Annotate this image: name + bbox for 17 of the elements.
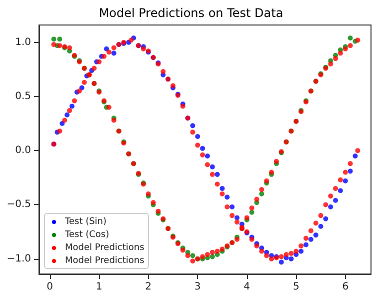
legend-label: Test (Cos) <box>65 230 110 240</box>
legend-label: Model Predictions <box>65 242 144 252</box>
x-tick-label: 6 <box>342 282 349 292</box>
legend-label: Model Predictions <box>65 256 144 266</box>
x-tick-label: 4 <box>244 282 250 292</box>
x-tick-label: 1 <box>96 282 102 292</box>
y-tick-label: −1.0 <box>6 253 31 264</box>
y-tick-label: 0.5 <box>15 90 31 102</box>
x-tick-label: 5 <box>292 282 300 292</box>
x-tick-label: 3 <box>194 282 201 292</box>
x-tick-label: 0 <box>46 282 54 292</box>
legend-label: Test (Sin) <box>65 216 107 226</box>
y-tick-label: 0.0 <box>15 145 31 156</box>
x-tick-label: 2 <box>145 282 152 292</box>
chart-title: Model Predictions on Test Data <box>98 6 284 20</box>
y-tick-label: −0.5 <box>6 199 31 210</box>
y-tick-label: 1.0 <box>15 36 31 48</box>
